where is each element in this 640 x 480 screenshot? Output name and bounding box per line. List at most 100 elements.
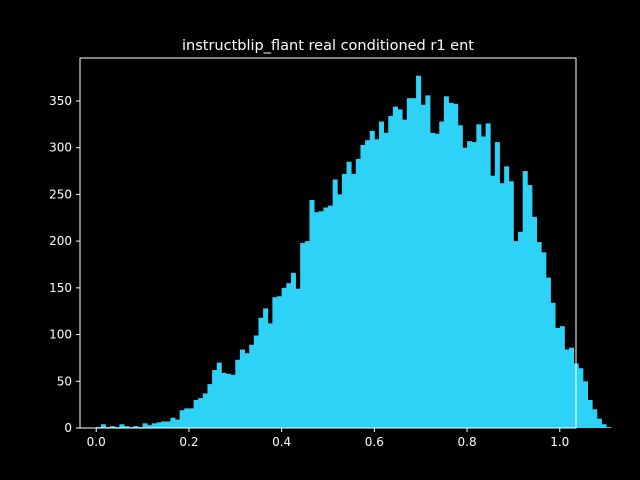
histogram-bar xyxy=(522,171,528,428)
histogram-bar xyxy=(151,423,157,428)
histogram-bar xyxy=(212,370,218,428)
histogram-bar xyxy=(328,205,334,428)
histogram-bar xyxy=(355,158,361,428)
histogram-bar xyxy=(188,408,194,428)
histogram-bar xyxy=(406,98,412,429)
histogram-bar xyxy=(559,326,565,428)
histogram-bar xyxy=(439,121,445,428)
x-tick-label: 0.8 xyxy=(458,435,477,449)
histogram-bar xyxy=(351,173,357,428)
x-tick-label: 0.4 xyxy=(272,435,291,449)
histogram-bar xyxy=(397,109,403,428)
histogram-bar xyxy=(527,185,533,428)
histogram-bar xyxy=(555,328,561,428)
histogram-bar xyxy=(541,252,547,428)
histogram-bar xyxy=(587,399,593,428)
histogram-bar xyxy=(434,133,440,428)
histogram-bar xyxy=(295,288,301,428)
histogram-bar xyxy=(230,374,236,428)
histogram-bar xyxy=(453,103,459,428)
histogram-bar xyxy=(601,424,607,428)
x-tick-label: 1.0 xyxy=(550,435,569,449)
histogram-bar xyxy=(457,125,463,429)
histogram-bar xyxy=(402,119,408,429)
x-tick-label: 0.2 xyxy=(179,435,198,449)
histogram-bar xyxy=(448,102,454,428)
histogram-bar xyxy=(244,353,250,428)
histogram-bar xyxy=(480,136,487,429)
histogram-bar xyxy=(374,139,380,429)
y-axis: 0 50 100 150 200 250 300 350 xyxy=(49,94,80,435)
histogram-bar xyxy=(578,368,584,428)
histogram-bar xyxy=(314,212,320,428)
histogram-bar xyxy=(304,241,310,428)
histogram-bar xyxy=(378,121,385,428)
histogram-bar xyxy=(165,421,171,428)
histogram-bar xyxy=(485,123,491,429)
histogram-bar xyxy=(582,381,588,428)
histogram-bar xyxy=(545,277,551,428)
histogram-bar xyxy=(323,207,329,428)
y-tick-label: 250 xyxy=(49,187,72,201)
histogram-bar xyxy=(309,200,315,428)
y-tick-label: 0 xyxy=(64,421,72,435)
histogram-bar xyxy=(337,194,343,428)
x-axis: 0.0 0.2 0.4 0.6 0.8 1.0 xyxy=(87,428,569,449)
histogram-bar xyxy=(184,408,190,428)
histogram-bar xyxy=(346,161,352,428)
histogram-bar xyxy=(267,323,273,428)
histogram-bar xyxy=(207,384,213,428)
histogram-bar xyxy=(564,349,570,428)
histogram-bar xyxy=(170,417,176,428)
y-tick-label: 50 xyxy=(57,374,72,388)
plot-frame xyxy=(79,57,577,429)
histogram-bar xyxy=(272,297,278,428)
histogram-bar xyxy=(221,372,227,428)
histogram-bar xyxy=(249,344,255,428)
histogram-bar xyxy=(536,242,542,428)
histogram-bar xyxy=(147,425,153,428)
histogram-bar xyxy=(202,393,208,428)
y-tick-label: 350 xyxy=(49,94,72,108)
histogram-bar xyxy=(392,106,398,428)
histogram-bar xyxy=(490,175,496,428)
histogram-bar xyxy=(388,115,394,429)
histogram-bar xyxy=(341,173,347,428)
histogram-bar xyxy=(226,373,232,428)
histogram-bar xyxy=(318,211,324,428)
histogram-bar xyxy=(499,183,505,428)
histogram-bar xyxy=(518,231,524,428)
histogram-bar xyxy=(425,95,431,429)
histogram-bar xyxy=(110,426,116,428)
histogram-bar xyxy=(420,104,426,428)
histogram-bar xyxy=(281,287,287,428)
y-tick-label: 300 xyxy=(49,141,72,155)
histogram-bar xyxy=(471,142,477,428)
histogram-bar xyxy=(100,424,106,428)
histogram-bar xyxy=(175,419,181,428)
histogram-bar xyxy=(133,426,139,428)
histogram-bar xyxy=(161,421,167,428)
histogram-bar xyxy=(360,144,366,428)
chart-title: instructblip_flant real conditioned r1 e… xyxy=(182,38,474,54)
y-tick-label: 200 xyxy=(49,234,72,248)
histogram-bar xyxy=(300,243,306,428)
histogram-bar xyxy=(429,132,436,428)
histogram-bar xyxy=(258,317,264,428)
histogram-bar xyxy=(369,130,375,428)
x-tick-label: 0.0 xyxy=(87,435,106,449)
histogram-bar xyxy=(467,141,473,428)
histogram-bar xyxy=(290,272,296,428)
y-tick-label: 150 xyxy=(49,281,72,295)
y-tick-label: 100 xyxy=(49,328,72,342)
histogram-bar xyxy=(263,308,269,428)
histogram-bar xyxy=(193,399,199,428)
histogram-bar xyxy=(216,362,222,428)
histogram-bar xyxy=(443,96,449,428)
histogram-bar xyxy=(494,142,500,428)
histogram-bar xyxy=(504,166,510,428)
histogram-bar xyxy=(156,422,162,428)
histogram-bar xyxy=(179,410,185,428)
histogram-bar xyxy=(411,98,417,429)
